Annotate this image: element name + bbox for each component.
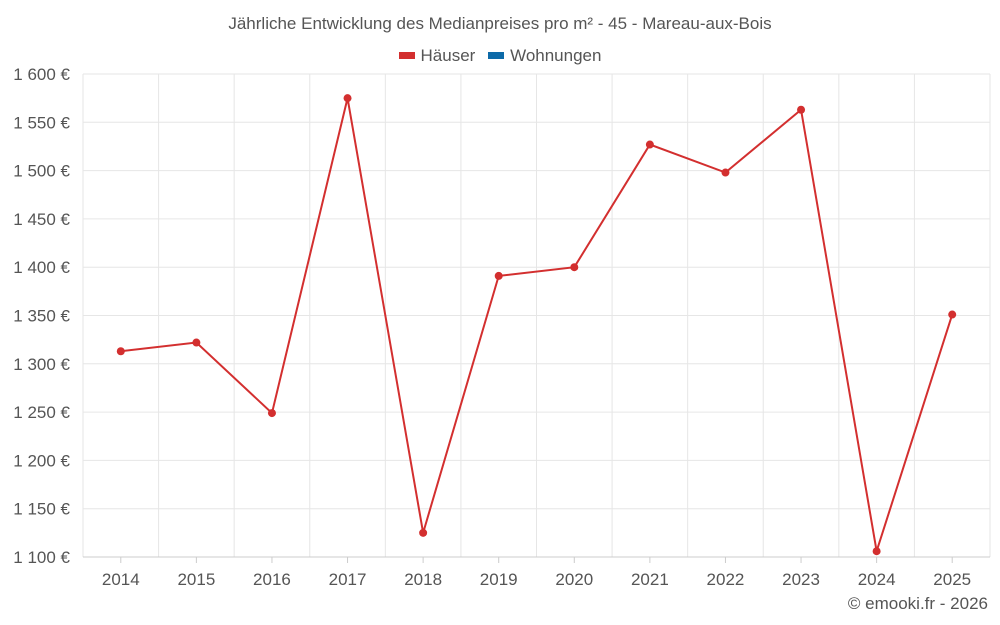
y-tick-label: 1 550 € [13,113,70,132]
x-tick-label: 2018 [404,570,442,589]
data-point [570,263,579,272]
x-tick-label: 2022 [707,570,745,589]
legend-label-haeuser: Häuser [420,45,476,65]
y-tick-label: 1 600 € [13,65,70,84]
y-tick-label: 1 500 € [13,162,70,181]
data-point [267,409,276,418]
x-tick-label: 2017 [329,570,367,589]
data-point [419,528,428,537]
legend-item-haeuser[interactable]: Häuser [398,45,476,66]
legend-swatch-haeuser [398,52,415,59]
y-tick-label: 1 150 € [13,500,70,519]
y-tick-label: 1 100 € [13,548,70,567]
x-tick-label: 2023 [782,570,820,589]
series-line [120,97,954,552]
legend-swatch-wohnungen [488,52,505,59]
data-point [721,168,730,177]
data-point [116,347,125,356]
y-tick-label: 1 450 € [13,210,70,229]
x-tick-label: 2021 [631,570,669,589]
data-point [343,94,352,103]
x-tick-label: 2020 [555,570,593,589]
y-tick-label: 1 300 € [13,355,70,374]
data-point [872,547,881,556]
chart-title: Jährliche Entwicklung des Medianpreises … [228,14,772,33]
data-point [645,140,654,149]
x-tick-label: 2019 [480,570,518,589]
x-tick-label: 2016 [253,570,291,589]
x-tick-label: 2015 [177,570,215,589]
y-tick-label: 1 400 € [13,258,70,277]
credit: © emooki.fr - 2026 [847,594,988,613]
data-point [948,310,957,319]
x-tick-label: 2014 [102,570,140,589]
y-tick-label: 1 200 € [13,451,70,470]
legend-item-wohnungen[interactable]: Wohnungen [488,46,601,66]
data-point [192,338,201,347]
y-tick-label: 1 350 € [13,307,70,326]
y-tick-label: 1 250 € [13,403,70,422]
data-point [797,105,806,114]
legend-label-wohnungen: Wohnungen [510,45,602,65]
legend: Häuser Wohnungen [0,44,1000,66]
x-tick-label: 2024 [858,570,896,589]
data-point [494,271,503,280]
x-tick-label: 2025 [933,570,971,589]
